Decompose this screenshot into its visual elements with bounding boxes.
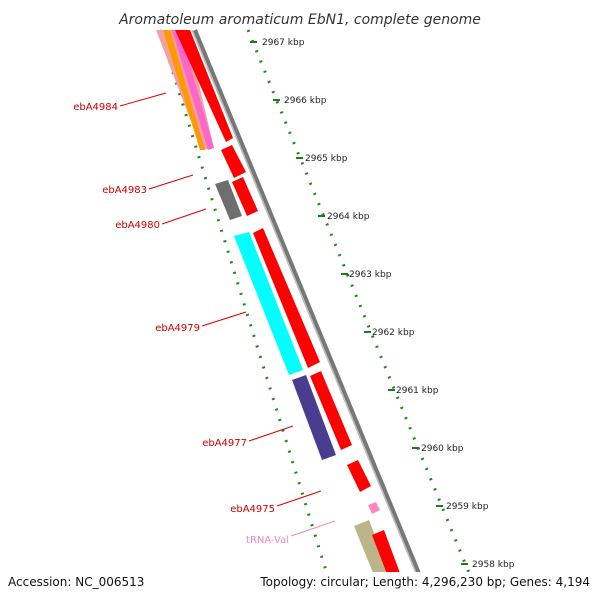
label-leader-trna (290, 520, 336, 537)
label-leader (276, 490, 322, 507)
label-leader (148, 174, 194, 190)
gene-arrow[interactable] (175, 30, 233, 142)
gene-label-ebA4977[interactable]: ebA4977 (202, 438, 247, 449)
map-title: Aromatoleum aromaticum EbN1, complete ge… (118, 12, 481, 28)
gene-arrow[interactable] (253, 228, 320, 368)
genome-backbone-shadow (191, 29, 428, 600)
kbp-label: 2967 kbp (262, 38, 305, 48)
gene-arrow[interactable] (310, 371, 352, 450)
kbp-label: 2966 kbp (284, 96, 327, 106)
gene-arrow[interactable] (232, 177, 258, 216)
kbp-label: 2958 kbp (472, 560, 515, 570)
gene-arrow[interactable] (221, 145, 246, 178)
feature-ebA4979[interactable] (234, 232, 303, 375)
gene-label-ebA4979[interactable]: ebA4979 (155, 323, 200, 334)
genome-backbone (193, 29, 432, 600)
gc-track-inner (158, 29, 337, 600)
kbp-ticks: 2967 kbp 2966 kbp 2965 kbp 2964 kbp 2963… (250, 38, 515, 570)
gene-label-ebA4983[interactable]: ebA4983 (102, 185, 147, 196)
gc-track-outer (246, 29, 482, 600)
kbp-label: 2961 kbp (396, 386, 439, 396)
gene-labels: ebA4984 ebA4983 ebA4980 ebA4979 ebA4977 … (73, 92, 336, 546)
accession-text: Accession: NC_006513 (8, 575, 144, 589)
gene-label-ebA4975[interactable]: ebA4975 (230, 504, 275, 515)
label-leader (119, 92, 167, 107)
kbp-label: 2964 kbp (327, 212, 370, 222)
label-leader (161, 208, 207, 225)
feature-ebA4984-segment[interactable] (172, 30, 214, 150)
kbp-label: 2963 kbp (349, 270, 392, 280)
label-leader (248, 425, 294, 442)
feature-ebA4977[interactable] (292, 375, 336, 460)
kbp-label: 2960 kbp (421, 444, 464, 454)
gene-arrow[interactable] (347, 460, 371, 492)
kbp-label: 2959 kbp (446, 502, 489, 512)
feature-track-inner (156, 30, 400, 600)
label-leader (201, 311, 247, 327)
kbp-label: 2965 kbp (305, 154, 348, 164)
topology-text: Topology: circular; Length: 4,296,230 bp… (259, 575, 590, 589)
footer-background (0, 572, 600, 600)
gene-label-trna-val[interactable]: tRNA-Val (246, 535, 289, 546)
feature-track-forward (175, 30, 410, 600)
gene-label-ebA4980[interactable]: ebA4980 (115, 220, 160, 231)
trna-arrow[interactable] (368, 502, 380, 514)
feature-ebA4980[interactable] (215, 180, 242, 220)
feature-ebA4984-segment[interactable] (163, 30, 205, 150)
gene-label-ebA4984[interactable]: ebA4984 (73, 102, 118, 113)
kbp-label: 2962 kbp (372, 328, 415, 338)
